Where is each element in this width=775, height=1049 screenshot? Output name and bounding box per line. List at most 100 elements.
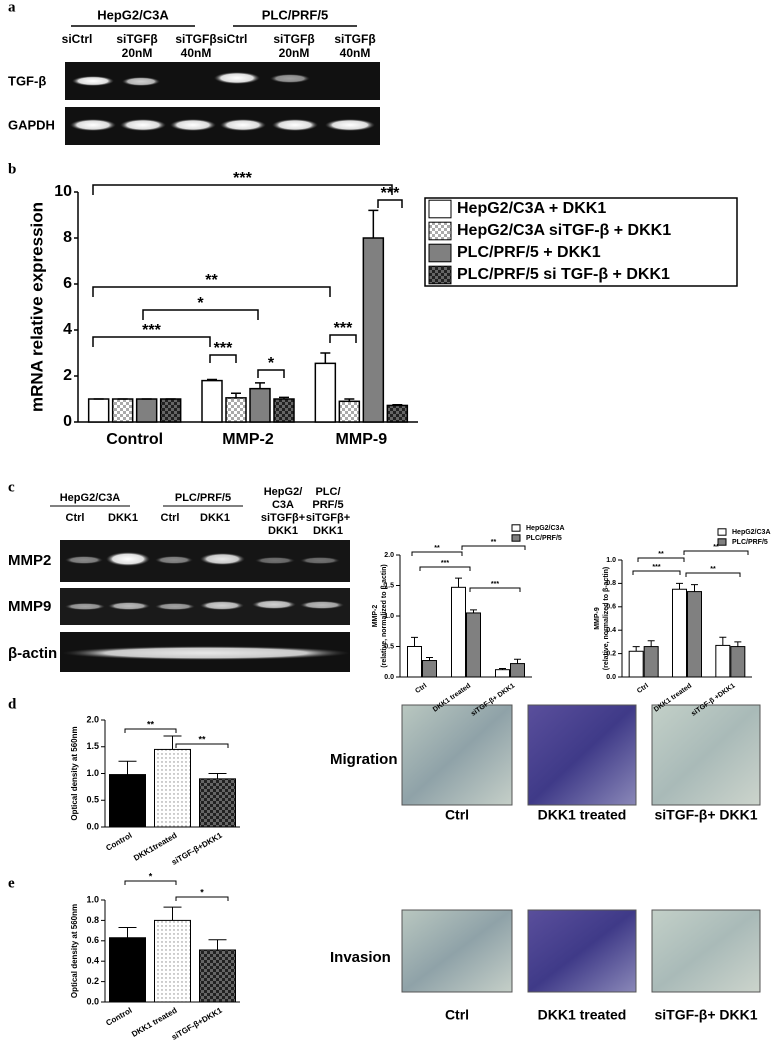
bar: [273, 398, 295, 423]
error-bar: [344, 398, 355, 402]
bar: [314, 362, 337, 423]
lane-label: siCtrl: [62, 32, 93, 46]
bar: [628, 650, 644, 678]
legend-label: HepG2/C3A + DKK1: [457, 200, 606, 217]
y-tick-label: 4: [63, 321, 72, 338]
error-bar: [734, 641, 742, 647]
y-tick-label: 0.2: [606, 650, 616, 657]
significance-label: ***: [142, 322, 161, 339]
lane-label: DKK1: [108, 512, 138, 524]
y-tick-label: 0.6: [86, 935, 99, 945]
image-caption: Ctrl: [445, 807, 469, 823]
x-tick-label: Control: [104, 1006, 133, 1028]
error-bar: [208, 773, 227, 779]
legend-swatch: [717, 528, 727, 536]
bar: [87, 398, 110, 423]
significance-bracket: [92, 286, 331, 297]
gel-group-label: PLC/PRF/5: [262, 7, 328, 22]
error-bar: [392, 404, 403, 406]
bar: [715, 644, 731, 678]
lane-label: 40nM: [181, 46, 212, 60]
x-tick-label: Ctrl: [636, 682, 650, 695]
lane-label: 40nM: [340, 46, 371, 60]
y-axis-label: (relative, normalized to β-actin): [603, 567, 610, 670]
gapdh-bands: [70, 119, 375, 131]
legend-swatch: [717, 538, 727, 546]
lane-label: 20nM: [279, 46, 310, 60]
x-tick-label: MMP-9: [336, 431, 388, 448]
y-tick-label: 0: [63, 413, 72, 430]
bar: [201, 379, 223, 423]
lane-label: DKK1: [268, 525, 298, 537]
error-bar: [411, 636, 418, 647]
x-tick-label: MMP-2: [222, 431, 274, 448]
significance-label: **: [434, 545, 440, 552]
significance-bracket: [175, 896, 229, 901]
lane-label: siTGFβ: [175, 32, 216, 46]
legend-swatch: [428, 265, 452, 285]
lane-label: Ctrl: [66, 512, 85, 524]
lane-label: C3A: [272, 499, 294, 511]
error-bar: [499, 667, 506, 670]
significance-bracket: [683, 550, 749, 555]
error-bar: [632, 646, 640, 652]
y-tick-label: 0.0: [384, 674, 394, 681]
y-tick-label: 0.0: [86, 996, 99, 1006]
panel-label: c: [8, 479, 15, 495]
significance-label: **: [198, 734, 206, 744]
y-tick-label: 1.5: [384, 582, 394, 589]
image-caption: DKK1 treated: [538, 807, 627, 823]
panel-label: a: [8, 0, 16, 15]
error-bar: [514, 658, 521, 664]
lane-label: PRF/5: [312, 499, 343, 511]
bar: [451, 586, 466, 678]
significance-label: **: [491, 539, 497, 546]
significance-bracket: [461, 545, 526, 550]
panel-label: d: [8, 696, 17, 712]
microscopy-images: [401, 704, 761, 993]
x-tick-label: siTGF-β+DKK1: [170, 1005, 224, 1041]
y-tick-label: 1.0: [86, 768, 99, 778]
blot-row-label: MMP9: [8, 598, 51, 615]
bar: [109, 937, 146, 1003]
legend-label: HepG2/C3A: [732, 529, 771, 536]
y-tick-label: 0.4: [86, 956, 99, 966]
error-bar: [368, 209, 379, 238]
y-tick-label: 2.0: [86, 714, 99, 724]
error-bar: [320, 352, 331, 364]
x-tick-label: Control: [106, 431, 163, 448]
error-bar: [647, 640, 655, 647]
significance-label: **: [713, 544, 719, 551]
bar: [199, 949, 236, 1003]
gel-band: [270, 74, 310, 83]
error-bar: [118, 927, 137, 938]
significance-bracket: [377, 199, 403, 208]
gel-row-label: GAPDH: [8, 117, 55, 132]
lane-label: siTGFβ: [116, 32, 157, 46]
legend-label: HepG2/C3A siTGF-β + DKK1: [457, 222, 671, 239]
legend-swatch: [428, 199, 452, 219]
error-bar: [255, 382, 265, 389]
significance-bracket: [637, 557, 685, 562]
significance-label: ***: [233, 170, 252, 187]
legend-label: PLC/PRF/5: [732, 539, 768, 546]
y-axis-label: (relative, normalized to β-actin): [381, 564, 388, 667]
significance-bracket: [411, 551, 463, 556]
bar: [135, 398, 158, 423]
lane-label: Ctrl: [161, 512, 180, 524]
y-tick-label: 8: [63, 229, 72, 246]
bar: [362, 237, 385, 423]
significance-label: ***: [441, 560, 449, 567]
bar: [672, 588, 687, 678]
y-tick-label: 0.6: [606, 604, 616, 611]
y-axis-label: Optical density at 560nm: [70, 726, 79, 820]
error-bar: [208, 939, 227, 950]
lane-label: siTGFβ+: [261, 512, 305, 524]
error-bar: [118, 760, 137, 775]
significance-label: **: [710, 566, 716, 573]
bar: [225, 397, 247, 423]
blot-row-label: β-actin: [8, 645, 57, 662]
error-bar: [676, 582, 683, 590]
